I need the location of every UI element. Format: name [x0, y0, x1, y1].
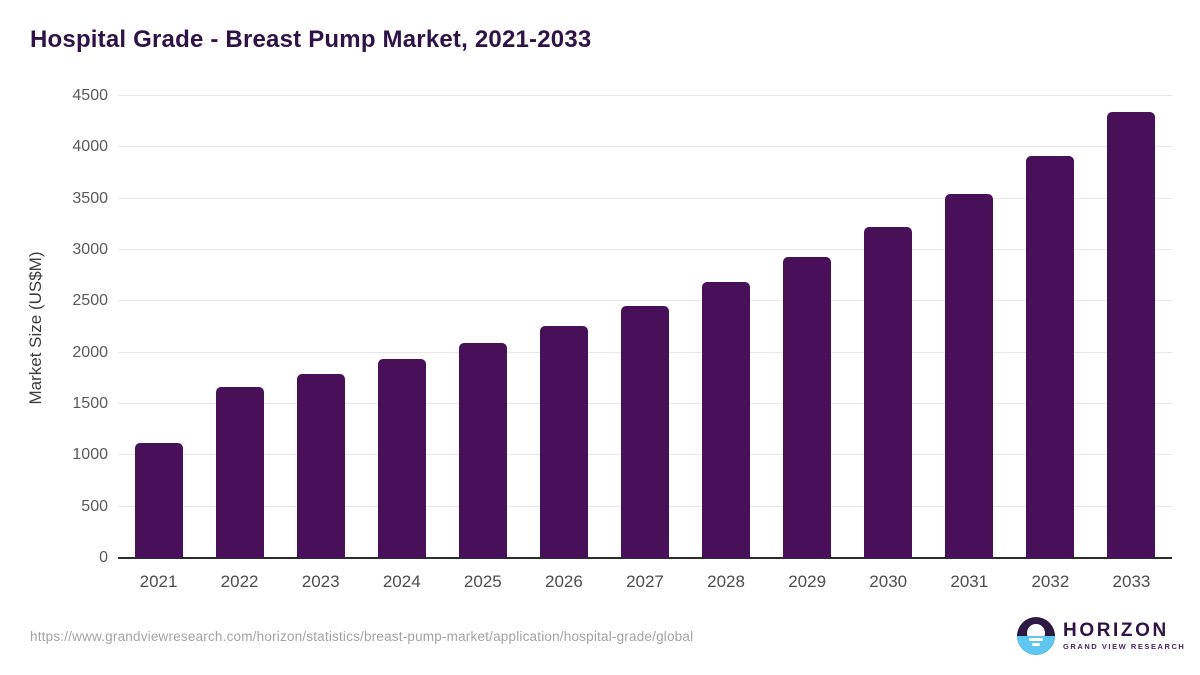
bar-slot: 2023 — [280, 96, 361, 591]
gridline — [118, 95, 1172, 96]
bar-2033 — [1107, 111, 1156, 558]
y-tick-label: 4000 — [72, 138, 108, 156]
bar-slot: 2032 — [1010, 96, 1091, 591]
bar-slot: 2031 — [929, 96, 1010, 591]
bar-slot: 2021 — [118, 96, 199, 591]
bar-2027 — [620, 305, 669, 558]
logo-title: HORIZON — [1063, 620, 1169, 642]
gridline — [118, 146, 1172, 148]
y-tick-label: 0 — [99, 549, 108, 566]
bar-2032 — [1026, 155, 1075, 558]
x-axis-line — [118, 557, 1172, 559]
reflection-line-2 — [1032, 643, 1040, 646]
x-tick-label: 2028 — [707, 572, 745, 591]
bar-slot: 2028 — [686, 96, 767, 591]
bar-2022 — [215, 387, 264, 558]
bar-2026 — [539, 325, 588, 558]
water-shape — [1017, 636, 1055, 655]
bar-slot: 2030 — [848, 96, 929, 591]
logo-subtitle: GRAND VIEW RESEARCH — [1063, 642, 1186, 652]
x-tick-label: 2030 — [869, 572, 908, 591]
gridline — [118, 249, 1172, 250]
y-tick-label: 1000 — [72, 446, 108, 464]
bar-2029 — [783, 257, 832, 558]
bar-2021 — [134, 442, 183, 558]
y-tick-label: 500 — [81, 497, 108, 515]
x-tick-label: 2027 — [626, 572, 664, 591]
bar-2031 — [945, 193, 994, 558]
bar-slot: 2026 — [523, 96, 604, 591]
x-tick-label: 2031 — [950, 572, 989, 591]
plot-area: 0 500 1000 1500 2000 2500 3000 3500 4000 4500 2021… — [72, 87, 1172, 591]
y-tick-label: 2500 — [72, 292, 108, 310]
chart-title: Hospital Grade - Breast Pump Market, 202… — [30, 26, 592, 53]
bar-2028 — [702, 281, 751, 558]
bar-slot: 2022 — [199, 96, 280, 591]
x-tick-label: 2026 — [544, 572, 583, 591]
gridline — [118, 197, 1172, 199]
bar-2030 — [864, 226, 913, 558]
y-tick-label: 1500 — [72, 395, 108, 412]
y-tick-label: 2000 — [72, 343, 108, 361]
y-axis-title: Market Size (US$M) — [26, 251, 45, 405]
horizon-logo[interactable]: HORIZON GRAND VIEW RESEARCH — [1017, 617, 1185, 655]
bar-2024 — [377, 359, 426, 558]
y-tick-label: 3500 — [72, 189, 108, 207]
reflection-line-1 — [1029, 638, 1043, 641]
bar-2023 — [296, 373, 345, 558]
bar-slot: 2024 — [361, 96, 442, 591]
source-url[interactable]: https://www.grandviewresearch.com/horizo… — [30, 629, 694, 644]
x-tick-label: 2024 — [382, 572, 421, 591]
x-tick-label: 2025 — [463, 572, 502, 591]
x-tick-label: 2022 — [220, 572, 259, 591]
bar-slot: 2025 — [442, 96, 523, 591]
gridline — [118, 300, 1172, 302]
bar-slot: 2027 — [604, 96, 685, 591]
y-tick-label: 3000 — [72, 241, 108, 258]
bar-2025 — [458, 343, 507, 558]
x-tick-label: 2029 — [788, 572, 827, 591]
logo-text: HORIZON GRAND VIEW RESEARCH — [1063, 621, 1185, 651]
bar-slot: 2033 — [1091, 96, 1172, 591]
horizon-logo-icon — [1017, 617, 1055, 655]
bar-slot: 2029 — [767, 96, 848, 591]
x-tick-label: 2033 — [1112, 572, 1151, 591]
x-tick-label: 2021 — [139, 572, 178, 591]
y-tick-label: 4500 — [72, 87, 108, 104]
x-tick-label: 2032 — [1031, 572, 1070, 591]
x-tick-label: 2023 — [301, 572, 340, 591]
